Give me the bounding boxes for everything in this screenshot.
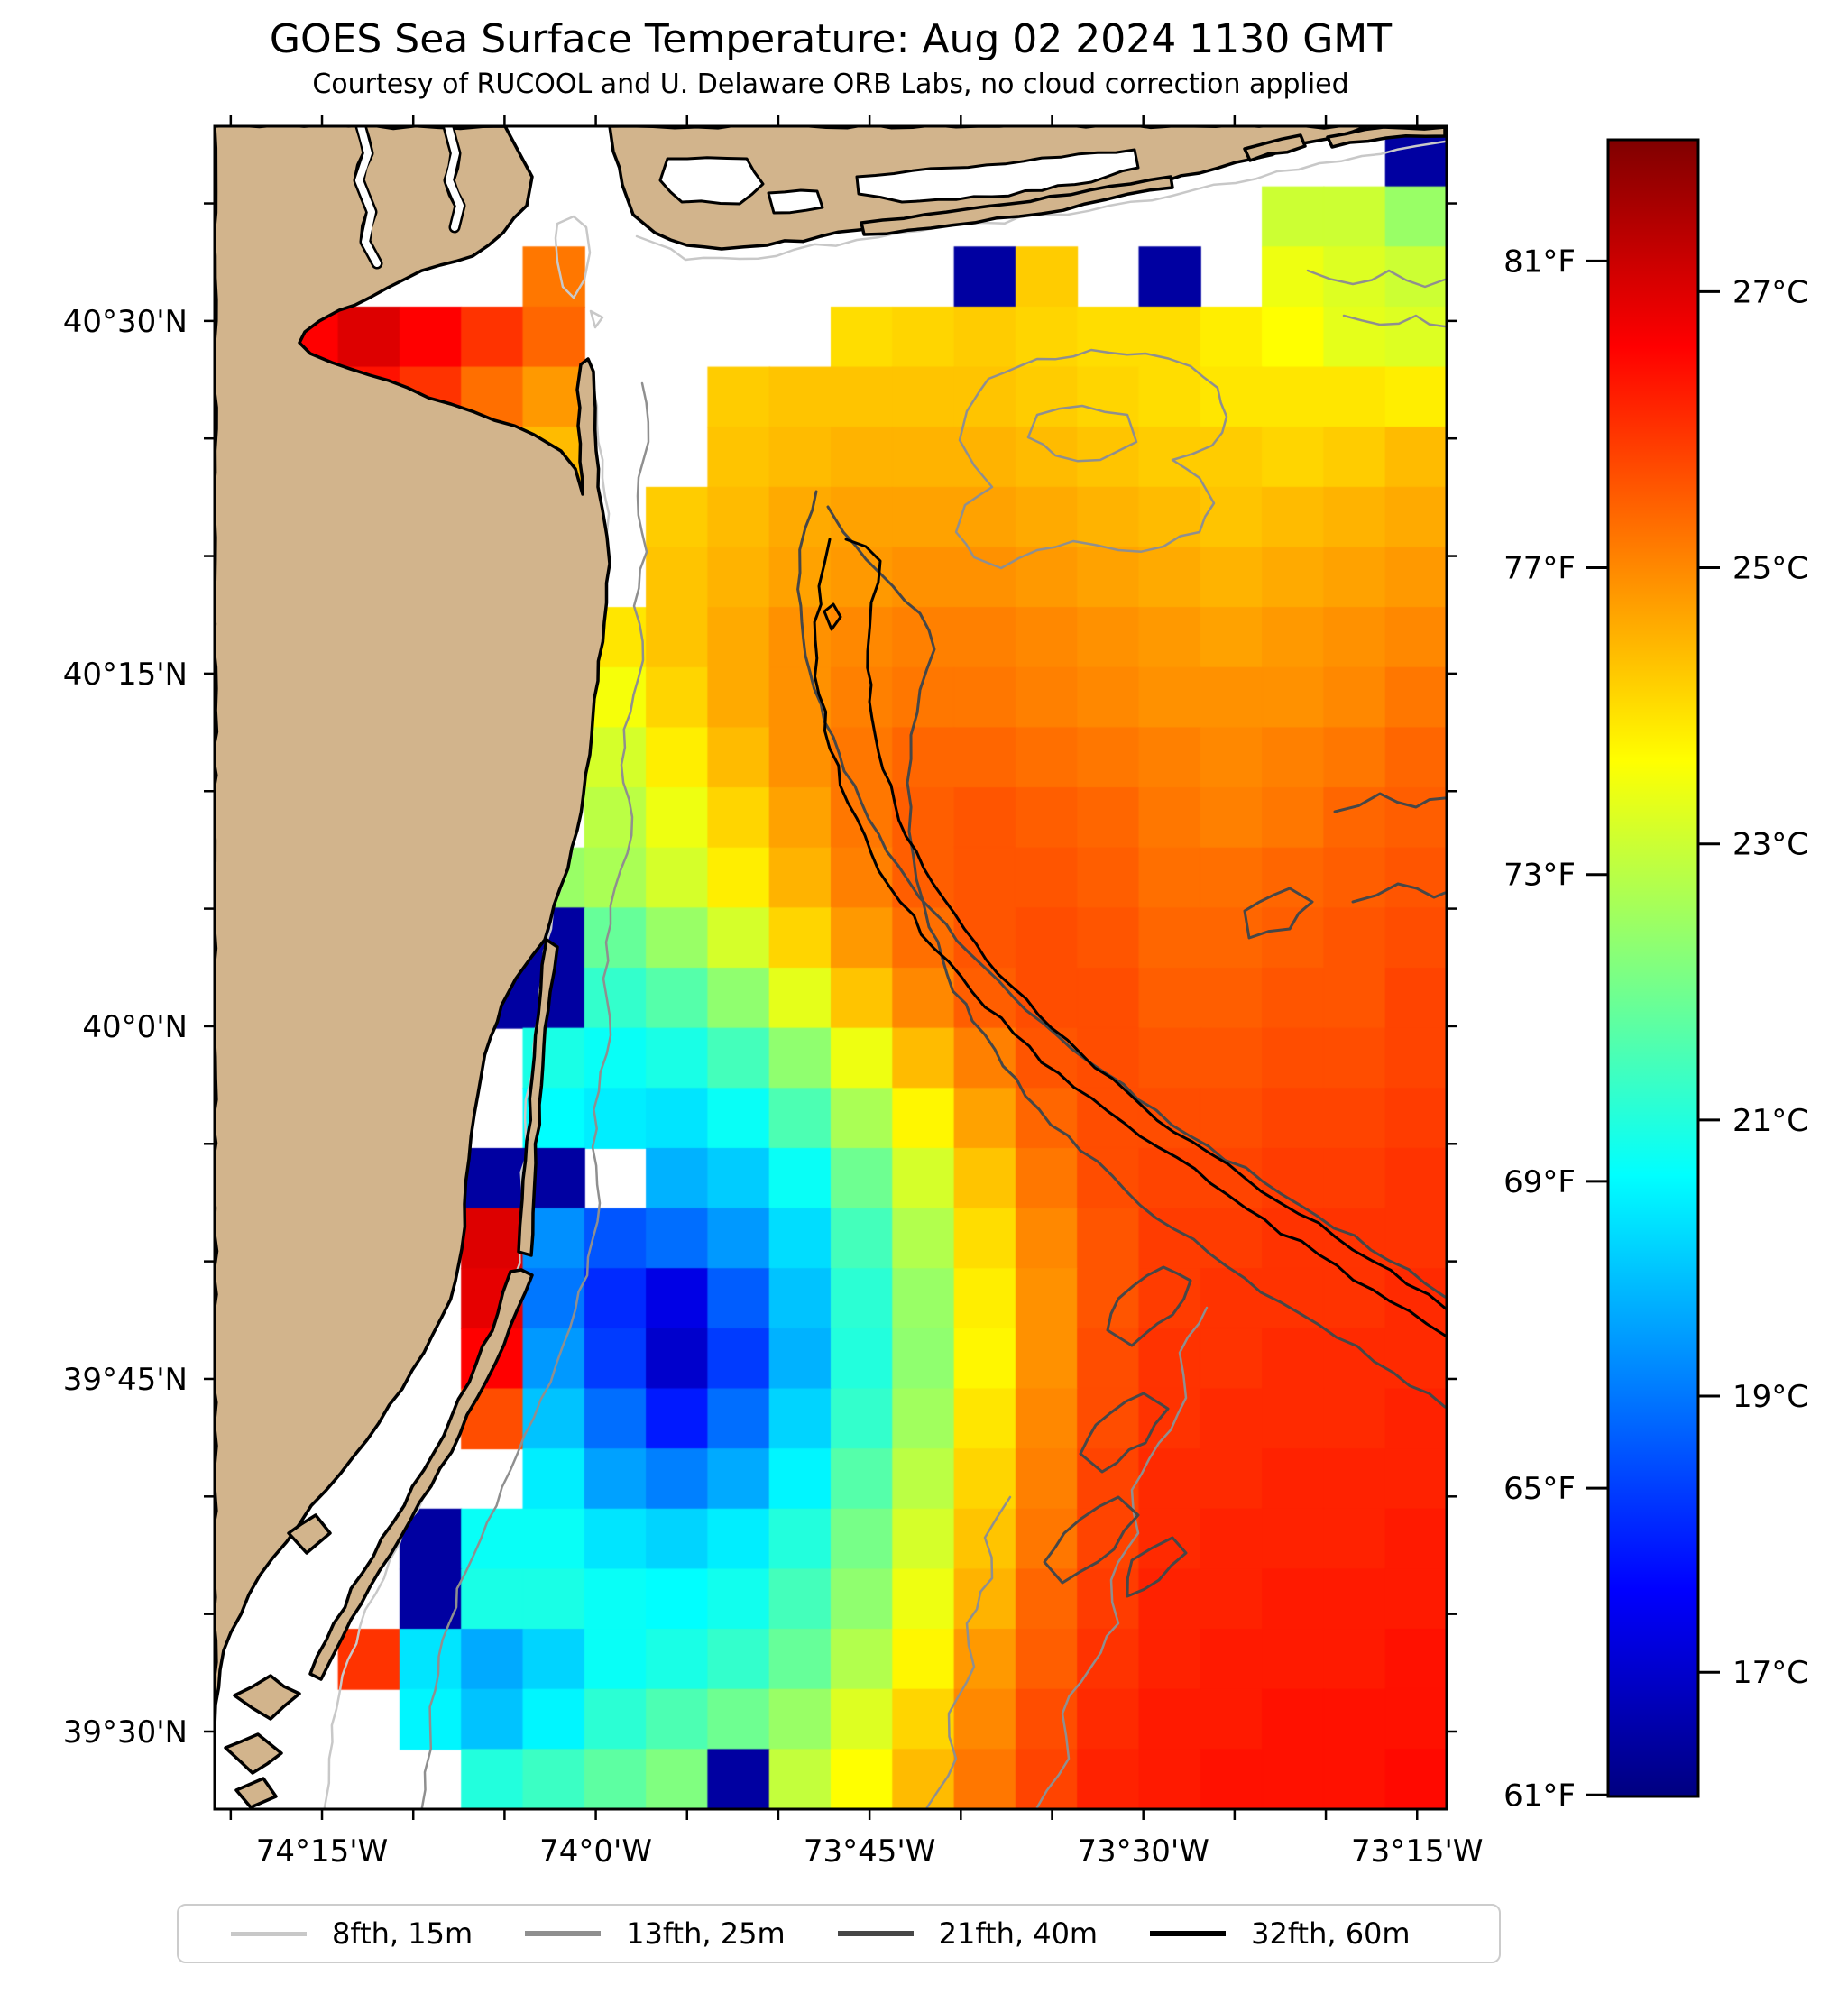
land-polygon-2 xyxy=(308,1268,534,1681)
tidal-channel-1 xyxy=(445,126,464,231)
bathymetry-contour-25m-1 xyxy=(954,348,1228,570)
land-polygon-6 xyxy=(1326,126,1447,149)
land-polygon-4 xyxy=(860,175,1174,236)
legend-item-40m: 21fth, 40m xyxy=(837,1916,1099,1951)
bathymetry-contour-25m-6 xyxy=(1035,1306,1209,1809)
bathymetry-contour-25m-4 xyxy=(1342,314,1447,328)
x-axis-tick-label-0: 74°15'W xyxy=(256,1833,389,1870)
bathymetry-contour-25m-3 xyxy=(1306,269,1447,289)
bathymetry-contour-40m-3 xyxy=(1079,1392,1170,1474)
colorbar-label-c-4: 19°C xyxy=(1733,1379,1808,1415)
y-axis-tick-label-1: 40°15'N xyxy=(63,657,188,693)
colorbar-label-c-1: 25°C xyxy=(1733,551,1808,587)
land-polygon-1 xyxy=(517,938,559,1257)
bathymetry-contour-40m-8 xyxy=(1243,887,1314,940)
bathymetry-contour-40m-4 xyxy=(1043,1495,1140,1585)
bathymetry-contour-25m-0 xyxy=(420,381,650,1809)
bathymetry-contour-60m-0 xyxy=(813,538,1447,1338)
colorbar-label-f-2: 73°F xyxy=(1503,858,1576,894)
x-axis-tick-label-2: 73°45'W xyxy=(804,1833,936,1870)
colorbar xyxy=(1606,138,1700,1798)
y-axis-tick-label-2: 40°0'N xyxy=(82,1009,188,1045)
bathymetry-contour-40m-1 xyxy=(826,505,1447,1409)
contour-legend: 8fth, 15m 13fth, 25m 21fth, 40m 32fth, 6… xyxy=(177,1904,1501,1963)
contour-line-swatch-60m xyxy=(1150,1931,1227,1936)
colorbar-label-f-0: 81°F xyxy=(1503,244,1576,280)
contour-line-swatch-25m xyxy=(525,1931,602,1936)
bathymetry-contour-40m-7 xyxy=(1351,882,1447,904)
bathymetry-contour-25m-2 xyxy=(1026,404,1138,463)
y-axis-tick-label-3: 39°45'N xyxy=(63,1362,188,1398)
bathymetry-contour-40m-5 xyxy=(1126,1536,1188,1598)
legend-label-25m: 13fth, 25m xyxy=(626,1916,786,1951)
land-polygon-9 xyxy=(287,1513,332,1555)
colorbar-label-f-3: 69°F xyxy=(1503,1164,1576,1200)
land-polygon-7 xyxy=(233,1674,301,1721)
bathymetry-contour-40m-6 xyxy=(1333,792,1447,813)
colorbar-label-c-2: 23°C xyxy=(1733,827,1808,863)
chart-subtitle: Courtesy of RUCOOL and U. Delaware ORB L… xyxy=(312,69,1349,100)
chart-title: GOES Sea Surface Temperature: Aug 02 202… xyxy=(269,16,1393,62)
land-polygon-5 xyxy=(1243,133,1307,162)
bathymetry-contour-40m-2 xyxy=(1106,1265,1192,1347)
bay-water-1 xyxy=(855,148,1140,204)
bay-water-2 xyxy=(767,188,824,215)
colorbar-label-f-1: 77°F xyxy=(1503,551,1576,587)
bathymetry-contour-60m-1 xyxy=(823,602,842,631)
legend-label-60m: 32fth, 60m xyxy=(1251,1916,1411,1951)
tidal-channel-0 xyxy=(355,126,381,267)
x-axis-tick-label-3: 73°30'W xyxy=(1077,1833,1209,1870)
map-layers xyxy=(215,126,1447,1809)
x-axis-tick-label-1: 74°0'W xyxy=(539,1833,652,1870)
plot-border xyxy=(213,124,1448,1811)
land-polygon-8 xyxy=(224,1732,283,1775)
colorbar-label-c-0: 27°C xyxy=(1733,274,1808,310)
x-axis-tick-label-4: 73°15'W xyxy=(1351,1833,1484,1870)
colorbar-label-c-3: 21°C xyxy=(1733,1103,1808,1139)
bathymetry-contour-15m-3 xyxy=(589,309,604,329)
bathymetry-contour-25m-5 xyxy=(925,1495,1012,1809)
bathymetry-contour-40m-0 xyxy=(796,490,1447,1299)
y-axis-tick-label-0: 40°30'N xyxy=(63,304,188,340)
contour-line-swatch-15m xyxy=(231,1931,307,1936)
bathymetry-contour-15m-2 xyxy=(554,215,592,299)
legend-item-25m: 13fth, 25m xyxy=(525,1916,786,1951)
legend-item-60m: 32fth, 60m xyxy=(1150,1916,1411,1951)
colorbar-label-c-5: 17°C xyxy=(1733,1655,1808,1691)
contour-line-swatch-40m xyxy=(837,1931,914,1936)
bay-water-0 xyxy=(658,156,765,206)
legend-label-15m: 8fth, 15m xyxy=(332,1916,473,1951)
legend-item-15m: 8fth, 15m xyxy=(231,1916,473,1951)
y-axis-tick-label-4: 39°30'N xyxy=(63,1714,188,1750)
colorbar-label-f-4: 65°F xyxy=(1503,1471,1576,1507)
colorbar-label-f-5: 61°F xyxy=(1503,1778,1576,1814)
land-polygon-10 xyxy=(234,1777,278,1809)
legend-label-40m: 21fth, 40m xyxy=(938,1916,1099,1951)
